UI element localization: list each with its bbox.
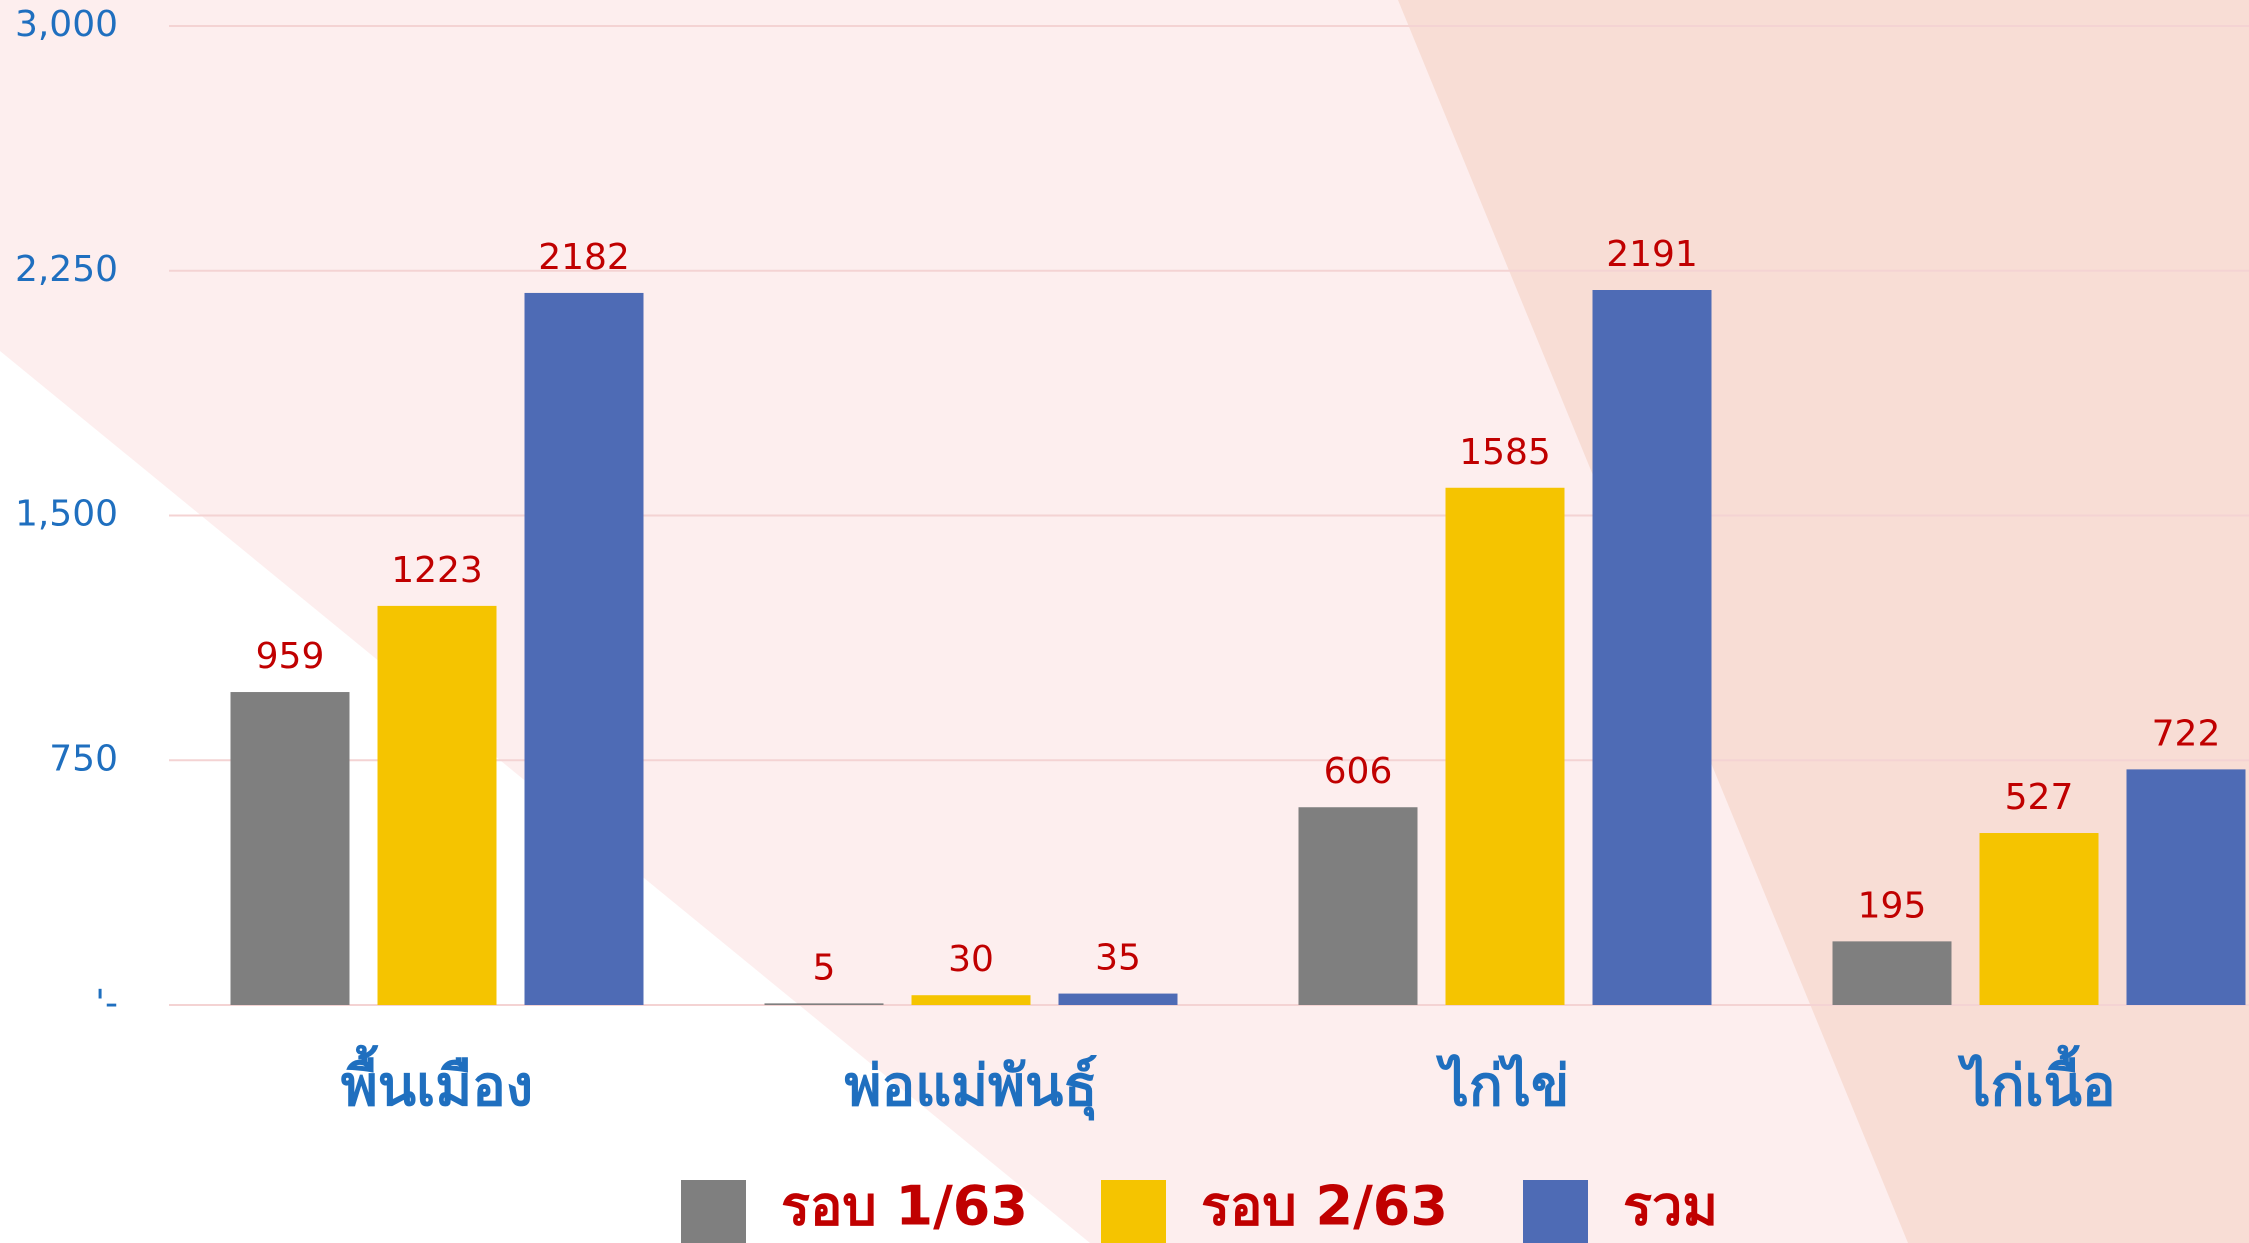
data-label: 606 xyxy=(1324,751,1393,792)
bar xyxy=(2126,769,2246,1005)
x-tick-label: พ่อแม่พันธุ์ xyxy=(845,1054,1098,1121)
data-label: 527 xyxy=(2005,777,2074,818)
data-label: 195 xyxy=(1858,885,1927,926)
y-tick-label: 2,250 xyxy=(15,249,118,290)
legend-swatch xyxy=(681,1180,746,1243)
bar xyxy=(1592,290,1712,1005)
legend-label: รวม xyxy=(1623,1175,1718,1238)
bar xyxy=(1979,833,2099,1005)
data-label: 30 xyxy=(948,939,994,980)
bar xyxy=(1058,993,1178,1005)
bar xyxy=(764,1003,884,1005)
bar xyxy=(524,292,644,1005)
y-tick-label: 3,000 xyxy=(15,4,118,45)
data-label: 959 xyxy=(256,636,325,677)
x-tick-label: พื้นเมือง xyxy=(341,1045,533,1119)
legend-label: รอบ 1/63 xyxy=(781,1175,1028,1238)
bar xyxy=(1298,807,1418,1005)
y-tick-label: 750 xyxy=(49,738,118,779)
bar xyxy=(1445,487,1565,1005)
data-label: 1585 xyxy=(1459,432,1551,473)
data-label: 2182 xyxy=(538,237,630,278)
y-tick-label: '- xyxy=(95,983,118,1024)
legend-label: รอบ 2/63 xyxy=(1201,1175,1448,1238)
x-tick-label: ไก่เนื้อ xyxy=(1957,1045,2115,1119)
bar xyxy=(377,605,497,1005)
x-tick-label: ไก่ไข่ xyxy=(1436,1053,1570,1119)
data-label: 2191 xyxy=(1606,234,1698,275)
legend-swatch xyxy=(1101,1180,1166,1243)
data-label: 5 xyxy=(813,947,836,988)
data-label: 1223 xyxy=(391,550,483,591)
bar xyxy=(1832,941,1952,1005)
bar xyxy=(230,692,350,1005)
bar xyxy=(911,995,1031,1005)
data-label: 722 xyxy=(2152,713,2221,754)
legend-swatch xyxy=(1523,1180,1588,1243)
y-tick-label: 1,500 xyxy=(15,494,118,535)
data-label: 35 xyxy=(1095,938,1141,979)
